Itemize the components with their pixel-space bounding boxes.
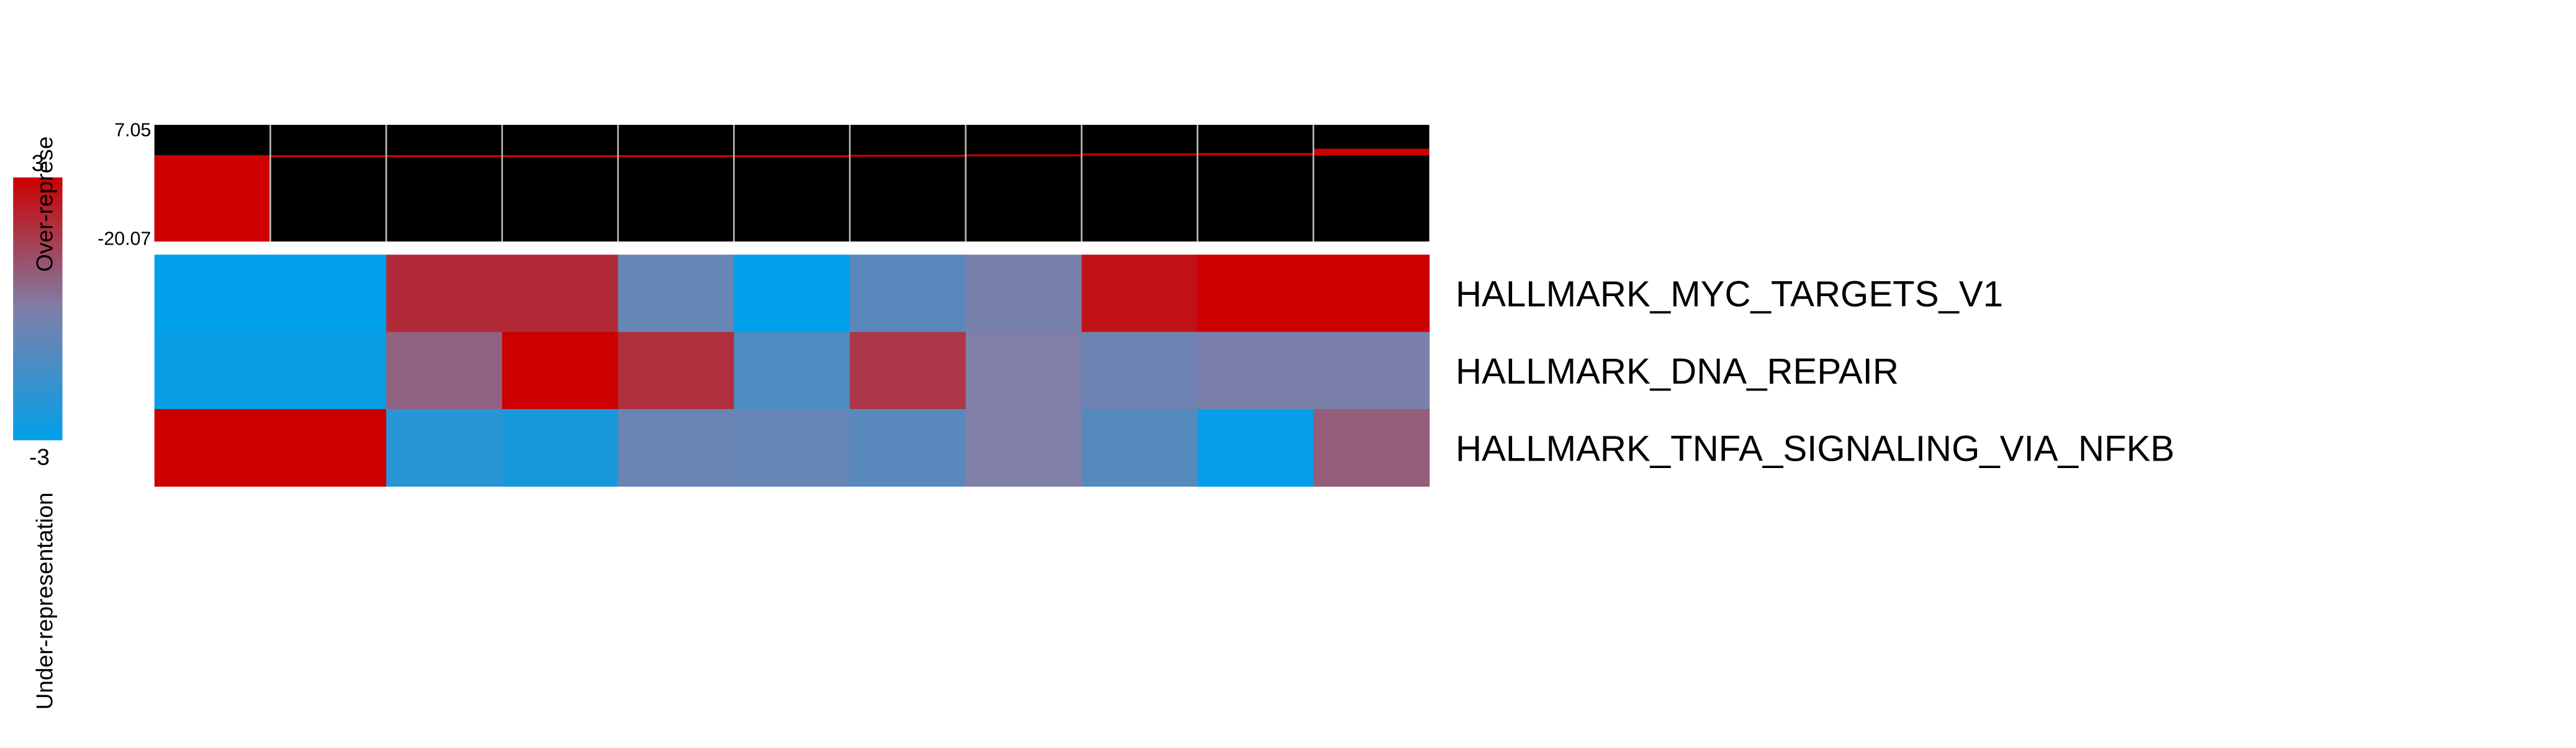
- top-bar-2: [270, 155, 387, 158]
- top-bar-max-label: 7.05: [114, 120, 151, 141]
- top-bar-4: [502, 155, 618, 158]
- heatmap-cell: [270, 409, 387, 487]
- heatmap-cell: [154, 255, 271, 333]
- row-labels: HALLMARK_MYC_TARGETS_V1 HALLMARK_DNA_REPA…: [1456, 274, 2174, 469]
- heatmap-grid: [154, 255, 1430, 487]
- heatmap-cell: [386, 331, 503, 410]
- heatmap-cell: [502, 255, 619, 333]
- heatmap-cell: [502, 331, 619, 410]
- top-bar-background: [154, 125, 1430, 242]
- heatmap-cell: [965, 255, 1083, 333]
- heatmap-cell: [965, 409, 1083, 487]
- heatmap-cell: [734, 409, 850, 487]
- heatmap-cell: [386, 409, 503, 487]
- heatmap-cell: [1081, 255, 1198, 333]
- heatmap-cell: [618, 255, 734, 333]
- legend-bottom-caption: Under-representation: [32, 492, 58, 710]
- heatmap-cell: [965, 331, 1083, 410]
- heatmap-cell: [1197, 409, 1314, 487]
- heatmap-cell: [1081, 409, 1198, 487]
- top-bar-min-label: -20.07: [97, 228, 151, 249]
- heatmap-cell: [154, 409, 271, 487]
- heatmap-cell: [850, 409, 966, 487]
- legend-color-scale: [13, 177, 63, 441]
- heatmap-cell: [270, 255, 387, 333]
- heatmap-cell: [502, 409, 619, 487]
- heatmap-cell: [850, 255, 966, 333]
- top-bar-8: [965, 154, 1082, 156]
- legend-max-label: 3: [32, 150, 45, 176]
- top-bar-11: [1313, 148, 1430, 155]
- legend-top-caption: Over-represe: [32, 137, 58, 272]
- heatmap-cell: [154, 331, 271, 410]
- heatmap-cell: [734, 255, 850, 333]
- top-bar-1: [154, 155, 271, 242]
- heatmap-cell: [270, 331, 387, 410]
- top-bar-10: [1197, 153, 1313, 155]
- row-label: HALLMARK_MYC_TARGETS_V1: [1456, 274, 2003, 315]
- heatmap-cell: [734, 331, 850, 410]
- color-legend: 3 -3 Over-represe Under-representation: [13, 137, 63, 710]
- heatmap-cell: [850, 331, 966, 410]
- heatmap-cell: [386, 255, 503, 333]
- heatmap-cell: [618, 331, 734, 410]
- heatmap-cell: [618, 409, 734, 487]
- heatmap-cell: [1197, 331, 1314, 410]
- top-bar-9: [1081, 153, 1198, 156]
- heatmap-cell: [1197, 255, 1314, 333]
- top-bar-5: [618, 155, 734, 158]
- row-label: HALLMARK_DNA_REPAIR: [1456, 351, 1899, 392]
- top-bar-3: [386, 155, 502, 158]
- row-label: HALLMARK_TNFA_SIGNALING_VIA_NFKB: [1456, 428, 2174, 469]
- legend-min-label: -3: [29, 444, 50, 470]
- heatmap-cell: [1313, 409, 1430, 487]
- top-bar-6: [734, 155, 850, 158]
- heatmap-cell: [1313, 255, 1430, 333]
- top-bar-7: [850, 155, 966, 157]
- heatmap-cell: [1081, 331, 1198, 410]
- heatmap-cell: [1313, 331, 1430, 410]
- top-bar-panel: 7.05 -20.07: [97, 120, 1430, 249]
